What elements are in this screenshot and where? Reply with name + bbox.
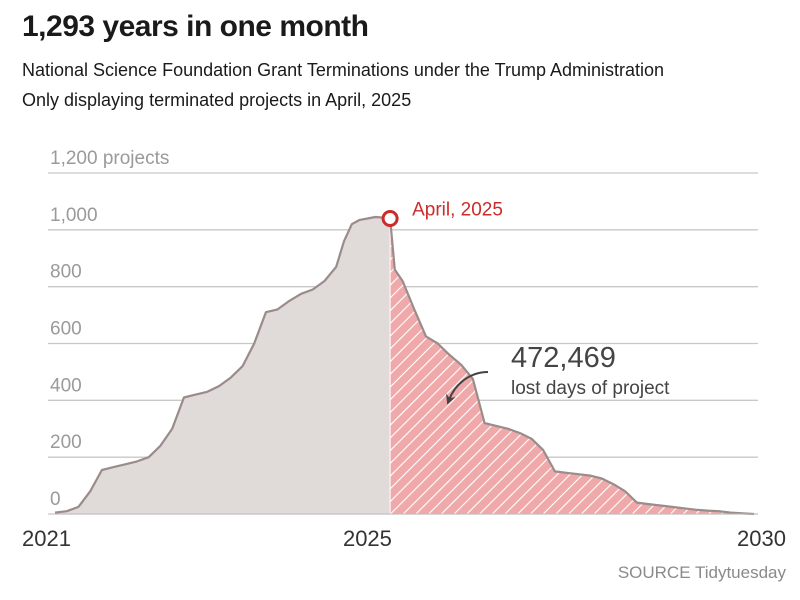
y-tick-label: 0 [50, 489, 61, 510]
y-tick-label: 400 [50, 375, 82, 396]
highlight-marker: April, 2025 [381, 199, 503, 227]
area-outline [54, 215, 755, 516]
x-axis: 2021 2025 2030 [22, 526, 786, 551]
x-tick-label: 2030 [737, 526, 786, 551]
x-tick-label: 2021 [22, 526, 71, 551]
source-note: SOURCE Tidytuesday [617, 563, 786, 582]
april-2025-marker [381, 209, 399, 227]
chart-subtitle: National Science Foundation Grant Termin… [22, 60, 665, 80]
annotation-text: lost days of project [511, 378, 670, 399]
area-lost-days-hatched [390, 218, 755, 514]
y-tick-label: 800 [50, 262, 82, 283]
y-axis: 0 200 400 600 800 1,000 1,200 projects [50, 148, 169, 510]
y-tick-label: 200 [50, 432, 82, 453]
annotation-arrow [446, 371, 489, 405]
area-series [54, 215, 758, 516]
area-before-april-2025 [55, 217, 391, 514]
marker-label: April, 2025 [412, 199, 503, 220]
y-tick-label: 600 [50, 319, 82, 340]
annotation-group: 472,469 lost days of project [446, 342, 670, 405]
annotation-value: 472,469 [511, 342, 616, 374]
y-tick-label: 1,200 projects [50, 148, 169, 169]
chart-title: 1,293 years in one month [22, 10, 369, 43]
chart-subtitle-secondary: Only displaying terminated projects in A… [22, 90, 412, 110]
y-tick-label: 1,000 [50, 205, 98, 226]
x-tick-label: 2025 [343, 526, 392, 551]
